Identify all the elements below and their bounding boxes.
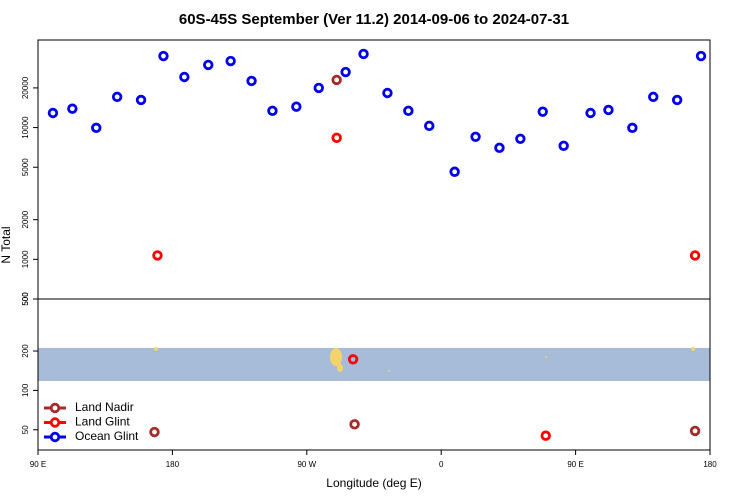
y-tick-label: 500 (21, 292, 30, 306)
y-tick-label: 20000 (21, 76, 30, 99)
x-tick-label: 180 (703, 460, 717, 469)
point (340, 66, 351, 78)
point (347, 354, 359, 365)
point (648, 91, 659, 103)
point (470, 131, 481, 143)
legend-marker (49, 417, 61, 428)
point (494, 142, 505, 154)
point (152, 250, 163, 261)
point (671, 94, 683, 106)
y-tick-label: 50 (21, 425, 30, 434)
x-tick-label: 90 E (30, 460, 46, 469)
legend-label: Land Glint (75, 415, 130, 429)
point (382, 87, 393, 99)
point (246, 75, 257, 87)
point (267, 105, 278, 117)
chart-title: 60S-45S September (Ver 11.2) 2014-09-06 … (179, 11, 569, 28)
point (695, 50, 707, 62)
point (515, 133, 526, 144)
map-strip (38, 348, 710, 381)
legend-label: Ocean Glint (75, 429, 139, 443)
point (179, 71, 190, 83)
point (331, 74, 342, 86)
point (111, 91, 123, 103)
point (558, 140, 569, 152)
point (424, 120, 435, 132)
point (358, 48, 369, 60)
point (91, 122, 102, 134)
y-tick-label: 500 (21, 292, 30, 306)
point (537, 106, 548, 117)
point (225, 55, 236, 67)
point (158, 50, 169, 62)
point (540, 430, 551, 441)
x-tick-label: 0 (439, 460, 444, 469)
point (291, 101, 302, 112)
legend-label: Land Nadir (75, 400, 134, 414)
y-tick-label: 5000 (21, 158, 30, 176)
x-tick-label: 90 E (567, 460, 583, 469)
point (689, 250, 701, 261)
point (603, 104, 614, 116)
point (403, 105, 414, 117)
point (47, 107, 59, 119)
x-axis-label: Longitude (deg E) (326, 476, 421, 490)
y-tick-label: 100 (21, 383, 30, 397)
y-tick-label: 10000 (21, 116, 30, 139)
point (313, 82, 324, 94)
legend-marker (49, 431, 61, 443)
point (585, 107, 596, 119)
y-axis-label: N Total (0, 226, 13, 263)
point (149, 426, 160, 438)
y-tick-label: 2000 (21, 210, 30, 228)
y-tick-label: 200 (21, 344, 30, 358)
legend-marker (49, 402, 61, 414)
point (135, 94, 147, 106)
point (67, 103, 78, 114)
x-tick-label: 180 (166, 460, 180, 469)
x-tick-label: 90 W (297, 460, 316, 469)
point (689, 425, 701, 437)
plot-frame (37, 39, 711, 451)
point (203, 59, 214, 71)
point (349, 419, 360, 430)
point (449, 166, 460, 177)
point (627, 122, 638, 134)
point (331, 132, 342, 144)
land-shapes (154, 347, 695, 372)
y-tick-label: 1000 (21, 250, 30, 268)
